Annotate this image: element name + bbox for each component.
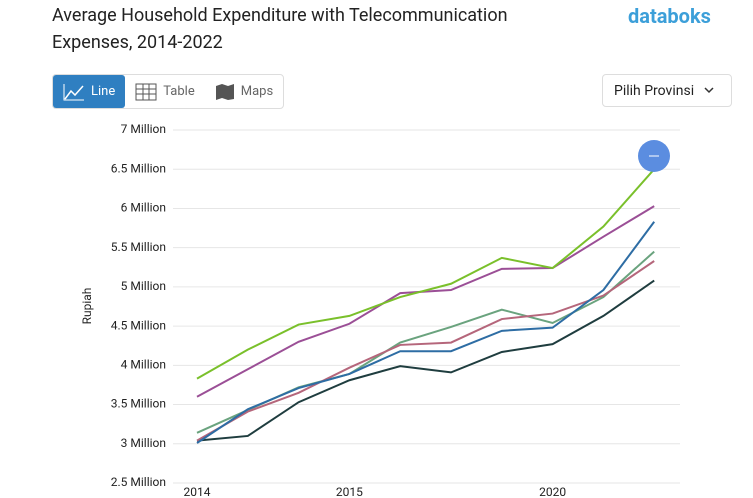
y-tick-label: 5 Million xyxy=(121,279,166,293)
dropdown-label: Pilih Provinsi xyxy=(614,82,695,99)
y-tick-label: 3 Million xyxy=(121,436,166,450)
y-axis-label: Rupiah xyxy=(80,288,94,325)
chart-title: Average Household Expenditure with Telec… xyxy=(52,5,508,53)
y-tick-label: 2.5 Million xyxy=(111,475,166,489)
line-icon xyxy=(63,83,84,100)
chevron xyxy=(704,86,714,93)
x-tick-label: 2020 xyxy=(539,485,566,498)
tab-line[interactable]: Line xyxy=(53,75,126,108)
x-tick-label: 2015 xyxy=(336,485,363,498)
tab-label: Maps xyxy=(240,84,274,99)
x-tick-label: 2014 xyxy=(184,485,211,498)
collapse-button[interactable] xyxy=(638,140,670,172)
y-tick-label: 3.5 Million xyxy=(111,397,166,411)
tab-maps[interactable]: Maps xyxy=(205,75,283,108)
logo[interactable]: databoks xyxy=(628,4,711,28)
series-line xyxy=(196,221,656,444)
y-tick-label: 5.5 Million xyxy=(111,240,166,254)
y-tick-label: 4 Million xyxy=(121,358,166,372)
view-tabs: Line Table Maps xyxy=(52,74,284,109)
tab-table[interactable]: Table xyxy=(125,75,204,108)
series-line xyxy=(196,279,655,442)
table-icon xyxy=(135,83,157,100)
y-tick-label: 7 Million xyxy=(121,122,166,136)
grid xyxy=(173,129,680,484)
series-line xyxy=(196,260,655,442)
map-icon xyxy=(215,83,234,100)
series-line xyxy=(196,168,655,380)
tab-label: Table xyxy=(163,84,195,99)
y-tick-label: 4.5 Million xyxy=(111,318,166,332)
y-tick-label: 6.5 Million xyxy=(111,161,166,175)
province-dropdown[interactable]: Pilih Provinsi xyxy=(602,74,732,107)
series-line xyxy=(196,205,655,398)
tab-label: Line xyxy=(91,84,116,99)
y-tick-label: 6 Million xyxy=(121,201,166,215)
